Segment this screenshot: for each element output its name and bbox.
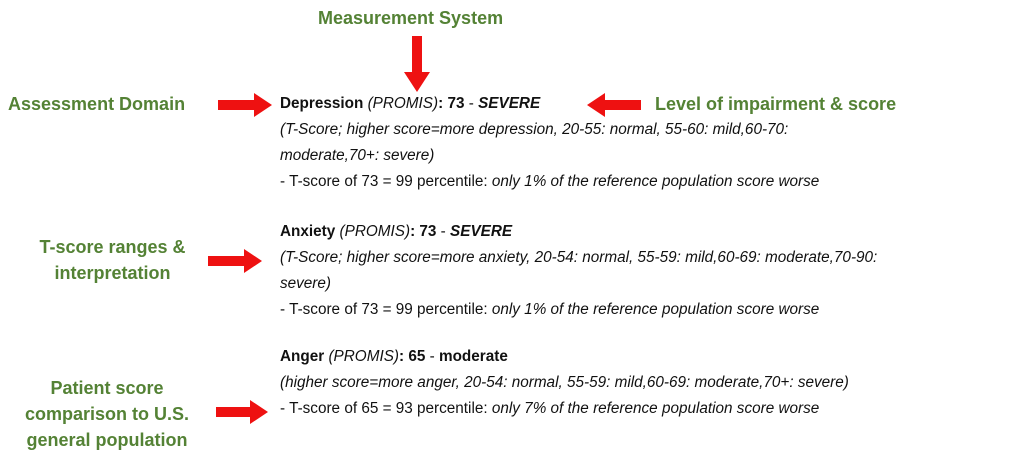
label-t-score-ranges: T-score ranges & interpretation [30, 234, 195, 286]
arrow-left-icon [587, 93, 641, 117]
impairment-level: moderate [438, 348, 508, 365]
label-assessment-domain: Assessment Domain [8, 94, 186, 114]
arrow-right-icon [216, 400, 268, 424]
label-line: Patient score [50, 378, 164, 398]
separator: - [425, 348, 439, 365]
range-text: (T-Score; higher score=more depression, … [280, 121, 789, 138]
arrow-right-icon [208, 249, 262, 273]
label-level-of-impairment: Level of impairment & score [655, 94, 897, 114]
label-patient-comparison: Patient score comparison to U.S. general… [12, 375, 202, 453]
percentile-text: - T-score of 73 = 99 percentile: only 1%… [280, 301, 820, 318]
measurement-system: (PROMIS) [339, 223, 411, 240]
score: 65 [408, 348, 426, 365]
domain-name: Depression [280, 95, 364, 112]
impairment-level: SEVERE [478, 95, 541, 112]
range-text: (T-Score; higher score=more anxiety, 20-… [280, 249, 878, 266]
score: 73 [419, 223, 437, 240]
measurement-system: (PROMIS) [367, 95, 439, 112]
measurement-system: (PROMIS) [328, 348, 399, 365]
arrow-down-icon [404, 36, 430, 92]
impairment-level: SEVERE [450, 223, 513, 240]
domain-name: Anxiety [280, 223, 336, 240]
separator: - [464, 95, 479, 112]
domain-heading: Anxiety (PROMIS): 73 - SEVERE [280, 223, 513, 240]
score: 73 [447, 95, 465, 112]
domain-heading: Depression (PROMIS): 73 - SEVERE [280, 95, 541, 112]
range-text: (higher score=more anger, 20-54: normal,… [280, 374, 849, 391]
separator: - [436, 223, 451, 240]
range-text: moderate,70+: severe) [280, 147, 435, 164]
domain-heading: Anger (PROMIS): 65 - moderate [280, 348, 508, 365]
label-line: T-score ranges & [39, 237, 186, 257]
percentile-text: - T-score of 65 = 93 percentile: only 7%… [280, 400, 820, 417]
label-measurement-system: Measurement System [318, 8, 504, 28]
range-text: severe) [280, 275, 332, 292]
percentile-text: - T-score of 73 = 99 percentile: only 1%… [280, 173, 820, 190]
label-line: comparison to U.S. [24, 404, 190, 424]
label-line: interpretation [54, 263, 171, 283]
label-line: general population [26, 430, 188, 450]
domain-name: Anger [280, 348, 325, 365]
arrow-right-icon [218, 93, 272, 117]
